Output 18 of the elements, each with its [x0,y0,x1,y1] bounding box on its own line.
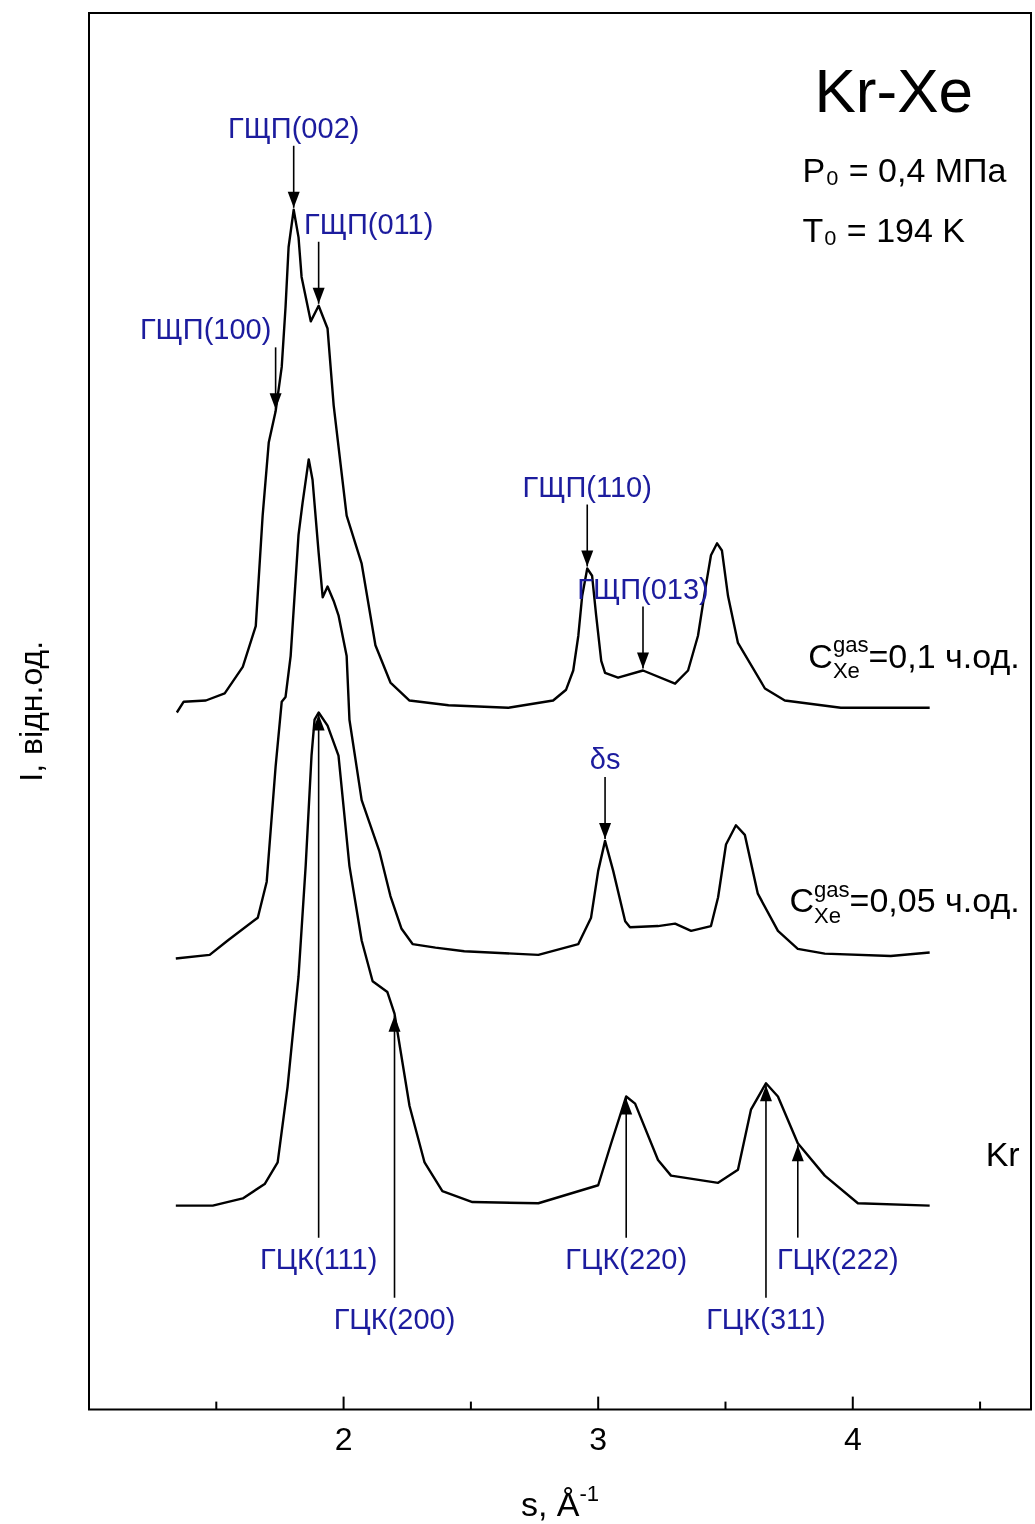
annotation: T₀ = 194 K [802,211,966,249]
x-tick-label: 3 [589,1420,608,1457]
annotation: ГЩП(011) [304,207,434,240]
annotation: ГЦК(111) [259,1242,378,1275]
x-tick-label: 2 [334,1420,353,1457]
series-label: Kr [985,1134,1020,1173]
annotation: ГЦК(222) [776,1242,899,1275]
annotation: ГЦК(200) [333,1302,456,1335]
y-axis-title: I, відн.од. [13,640,49,782]
annotation: ГЩП(002) [227,111,360,144]
annotation: ГЦК(311) [706,1302,826,1335]
x-tick-label: 4 [843,1420,862,1457]
annotation: ГЩП(100) [139,313,272,346]
annotation: δs [589,742,621,775]
annotation: ГЦК(220) [565,1242,688,1275]
chart-title: Kr-Xe [814,56,973,125]
text: P₀ = 0,4 МПа [802,151,1007,189]
annotation: ГЩП(110) [522,470,652,503]
